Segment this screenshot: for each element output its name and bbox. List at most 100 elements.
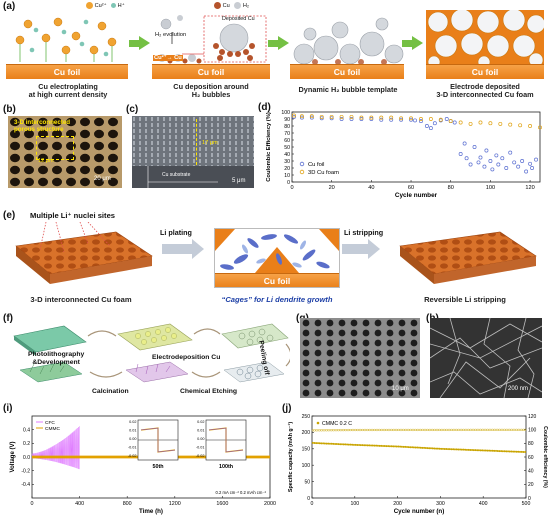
capacity-point-j	[510, 450, 513, 453]
capacity-point-j	[411, 446, 414, 449]
capacity-point-j	[368, 444, 371, 447]
capacity-point-j	[414, 446, 417, 449]
capacity-point-j	[472, 449, 475, 452]
capacity-point-j	[366, 444, 369, 447]
y-tick-label-d: 40	[284, 152, 290, 158]
y-tick-label-d: 100	[281, 110, 290, 116]
data-point-d	[419, 119, 423, 124]
capacity-point-j	[524, 451, 527, 454]
capacity-point-j	[409, 446, 412, 449]
data-point-d	[482, 164, 487, 169]
data-point-d	[494, 153, 499, 158]
capacity-point-j	[484, 449, 487, 452]
capacity-point-j	[498, 450, 501, 453]
capacity-point-j	[358, 444, 361, 447]
capacity-point-j	[359, 444, 362, 447]
inset-label-i: 100th	[219, 464, 233, 470]
inset-cfc-trace	[140, 427, 176, 453]
data-point-d	[444, 117, 449, 121]
step1-cu-foil: Cu foil	[6, 64, 128, 79]
x-tick-label-j: 300	[436, 501, 445, 507]
data-point-d	[528, 124, 533, 128]
capacity-point-j	[397, 445, 400, 448]
legend-cu2: Cu²⁺	[94, 2, 107, 9]
x-tick-label-j: 200	[393, 501, 402, 507]
y-tick-label-d: 10	[284, 173, 290, 179]
panel-e-right-caption: Reversible Li stripping	[424, 295, 506, 304]
y-tick-label-d: 50	[284, 145, 290, 151]
capacity-point-j	[421, 446, 424, 449]
y-tick-label-d: 70	[284, 131, 290, 137]
capacity-point-j	[423, 446, 426, 449]
capacity-point-j	[467, 448, 470, 451]
capacity-point-j	[460, 448, 463, 451]
capacity-point-j	[351, 443, 354, 446]
capacity-point-j	[515, 450, 518, 453]
inset-y-tick-label-i: -0.01	[196, 446, 205, 450]
capacity-point-j	[320, 442, 323, 445]
panel-h-sem-image: 200 nm	[430, 318, 542, 398]
panel-d-label: (d)	[258, 102, 271, 113]
data-point-d	[484, 148, 489, 153]
capacity-point-j	[327, 442, 330, 445]
panel-j-chart: 0 100 200 300 400 500050100150200250020406080…	[288, 414, 548, 515]
capacity-point-j	[376, 444, 379, 447]
y-tick-label-d: 90	[284, 117, 290, 123]
data-point-d	[458, 152, 463, 156]
x-tick-label-d: 60	[408, 185, 414, 191]
y2-tick-label-j: 100	[528, 427, 537, 433]
capacity-point-j	[447, 448, 450, 451]
data-point-d	[468, 121, 473, 126]
capacity-point-j	[330, 442, 333, 445]
cu-atom-icon	[214, 2, 221, 9]
data-point-d	[520, 159, 525, 163]
step4-foam-illustration	[426, 10, 544, 66]
capacity-point-j	[375, 444, 378, 447]
panel-b-highlight-box	[36, 136, 74, 160]
capacity-point-j	[322, 442, 325, 445]
arrow-a3	[402, 36, 423, 50]
legend-label-i: CMMC	[45, 426, 60, 432]
data-point-d	[309, 114, 314, 119]
legend-marker-d	[299, 169, 305, 175]
capacity-point-j	[418, 446, 420, 449]
capacity-point-j	[433, 447, 436, 450]
capacity-point-j	[476, 449, 479, 452]
capacity-point-j	[334, 442, 337, 445]
panel-e-plating: Li plating	[160, 228, 192, 237]
legend-label-d: 3D Cu foam	[308, 170, 339, 176]
nanowire-texture	[430, 318, 542, 398]
panel-h-scalebar: 200 nm	[508, 386, 529, 392]
capacity-point-j	[501, 450, 504, 453]
capacity-point-j	[440, 447, 443, 450]
capacity-point-j	[349, 443, 352, 446]
capacity-point-j	[344, 443, 347, 446]
capacity-point-j	[342, 443, 345, 446]
panel-e-mid-caption: “Cages” for Li dendrite growth	[221, 295, 333, 304]
legend-cu: Cu	[222, 2, 230, 9]
capacity-point-j	[443, 447, 446, 450]
data-point-d	[462, 141, 467, 146]
capacity-point-j	[488, 449, 491, 452]
panel-b-note: 3-D interconnected porous structure	[14, 119, 71, 133]
y-tick-label-d: 60	[284, 138, 290, 144]
data-point-d	[534, 157, 538, 162]
capacity-point-j	[455, 448, 458, 451]
data-point-d	[292, 114, 296, 119]
legend-marker-j	[316, 421, 320, 425]
data-point-d	[472, 145, 477, 149]
step4-cu-foil: Cu foil	[426, 64, 544, 79]
cu2-ion-icon	[86, 2, 93, 9]
capacity-point-j	[469, 448, 472, 451]
capacity-point-j	[495, 449, 498, 452]
capacity-point-j	[428, 447, 431, 450]
data-point-d	[512, 160, 517, 165]
capacity-point-j	[464, 448, 467, 451]
y2-tick-label-j: 80	[528, 441, 534, 447]
panel-f-photo: Photolithography &Development	[28, 351, 85, 366]
data-point-d	[508, 150, 513, 155]
capacity-point-j	[520, 450, 523, 453]
panel-j-label: (j)	[282, 403, 292, 414]
capacity-point-j	[489, 449, 492, 452]
capacity-point-j	[441, 447, 444, 450]
